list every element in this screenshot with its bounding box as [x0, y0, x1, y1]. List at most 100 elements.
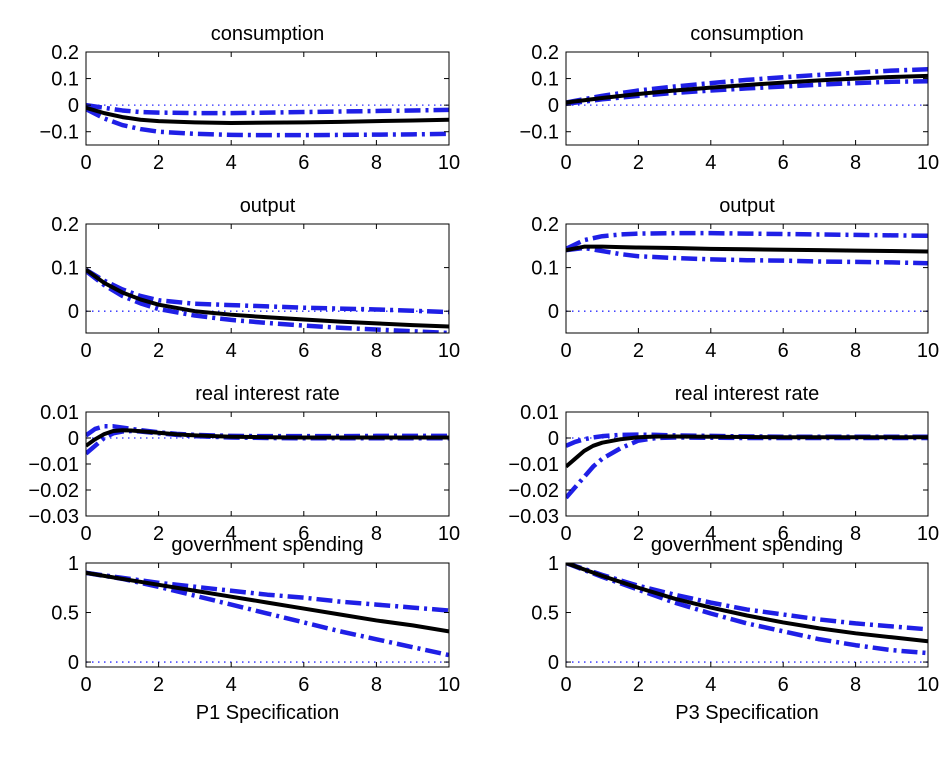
y-tick-label: 0: [68, 95, 79, 117]
y-tick-label: −0.02: [508, 480, 559, 502]
panel-title: real interest rate: [675, 383, 820, 405]
y-tick-label: 0: [548, 95, 559, 117]
y-tick-label: 0: [548, 301, 559, 323]
panel-title: real interest rate: [195, 383, 340, 405]
upper-band-line: [86, 267, 449, 315]
x-tick-label: 0: [80, 523, 91, 545]
panel-title: consumption: [211, 23, 324, 45]
y-tick-label: 0.1: [51, 69, 79, 91]
x-tick-label: 2: [153, 340, 164, 362]
median-response-line: [86, 268, 449, 329]
axes-frame: [565, 223, 929, 334]
upper-band-line: [566, 563, 928, 632]
x-tick-label: 6: [298, 340, 309, 362]
median-response-line: [566, 563, 928, 644]
x-axis-label: P1 Specification: [196, 702, 339, 724]
upper-band-line: [566, 67, 928, 105]
x-tick-label: 10: [438, 674, 460, 696]
y-tick-label: 0.5: [51, 603, 79, 625]
x-tick-label: 10: [438, 340, 460, 362]
x-tick-label: 4: [226, 340, 237, 362]
x-tick-label: 2: [153, 674, 164, 696]
axes-frame: [565, 411, 929, 517]
y-tick-label: 0: [548, 428, 559, 450]
lower-band-line: [86, 107, 449, 138]
lower-band-line: [566, 435, 928, 500]
x-tick-label: 8: [850, 674, 861, 696]
x-tick-label: 4: [705, 152, 716, 174]
y-tick-label: −0.03: [508, 506, 559, 528]
y-tick-label: 0.5: [531, 603, 559, 625]
y-tick-label: −0.1: [520, 122, 559, 144]
y-tick-label: 1: [548, 553, 559, 575]
x-tick-label: 10: [917, 340, 939, 362]
panel-4: output 0 2 4 6 8 10 0.2 0.1 0: [531, 195, 939, 362]
x-tick-label: 4: [705, 674, 716, 696]
x-tick-label: 4: [226, 523, 237, 545]
panel-title: output: [719, 195, 775, 217]
x-tick-label: 0: [560, 674, 571, 696]
y-tick-label: 0: [68, 428, 79, 450]
median-response-line: [566, 73, 928, 105]
x-tick-label: 10: [917, 523, 939, 545]
median-response-line: [86, 428, 449, 448]
axes-frame: [85, 223, 450, 334]
x-tick-label: 8: [371, 674, 382, 696]
median-response-line: [566, 434, 928, 469]
axes-frame: [85, 411, 450, 517]
y-tick-label: 0.01: [520, 402, 559, 424]
x-tick-label: 6: [778, 152, 789, 174]
median-response-line: [566, 244, 928, 254]
panel-title: government spending: [171, 534, 363, 556]
y-tick-label: 0.2: [51, 42, 79, 64]
x-tick-label: 8: [850, 523, 861, 545]
upper-band-line: [86, 570, 449, 613]
x-tick-label: 0: [80, 340, 91, 362]
x-tick-label: 6: [778, 674, 789, 696]
x-tick-label: 2: [153, 523, 164, 545]
axes-frame: [85, 562, 450, 668]
x-tick-label: 2: [153, 152, 164, 174]
y-tick-label: 0: [68, 652, 79, 674]
x-tick-label: 8: [850, 152, 861, 174]
x-tick-label: 4: [226, 674, 237, 696]
y-tick-label: 1: [68, 553, 79, 575]
panel-title: government spending: [651, 534, 843, 556]
lower-band-line: [86, 570, 449, 658]
x-tick-label: 10: [917, 152, 939, 174]
x-tick-label: 0: [560, 152, 571, 174]
y-tick-label: −0.01: [508, 454, 559, 476]
y-tick-label: −0.03: [28, 506, 79, 528]
x-tick-label: 2: [633, 674, 644, 696]
y-tick-label: 0.2: [531, 214, 559, 236]
x-tick-label: 10: [438, 523, 460, 545]
x-tick-label: 6: [298, 152, 309, 174]
x-tick-label: 6: [778, 340, 789, 362]
x-tick-label: 4: [705, 523, 716, 545]
axes-frame: [565, 562, 929, 668]
y-tick-label: 0.1: [531, 258, 559, 280]
y-tick-label: −0.1: [40, 122, 79, 144]
x-tick-label: 8: [371, 523, 382, 545]
y-tick-label: 0.2: [51, 214, 79, 236]
x-tick-label: 0: [560, 523, 571, 545]
x-tick-label: 0: [80, 152, 91, 174]
x-tick-label: 6: [298, 674, 309, 696]
upper-band-line: [86, 102, 449, 116]
median-response-line: [86, 570, 449, 634]
y-tick-label: 0.1: [531, 69, 559, 91]
x-tick-label: 0: [560, 340, 571, 362]
x-axis-label: P3 Specification: [675, 702, 818, 724]
panel-6: real interest rate 0 2 4 6 8 10 0.01 0 −0.01 −0.02…: [508, 383, 939, 545]
y-tick-label: 0: [548, 652, 559, 674]
x-tick-label: 2: [633, 523, 644, 545]
x-tick-label: 0: [80, 674, 91, 696]
y-tick-label: 0.01: [40, 402, 79, 424]
x-tick-label: 8: [371, 340, 382, 362]
panel-title: consumption: [690, 23, 803, 45]
upper-band-line: [566, 230, 928, 251]
axes-frame: [85, 51, 450, 146]
panel-8: government spending 0 2 4 6 8 10 1 0.5 0 P3 Specif…: [531, 534, 939, 724]
